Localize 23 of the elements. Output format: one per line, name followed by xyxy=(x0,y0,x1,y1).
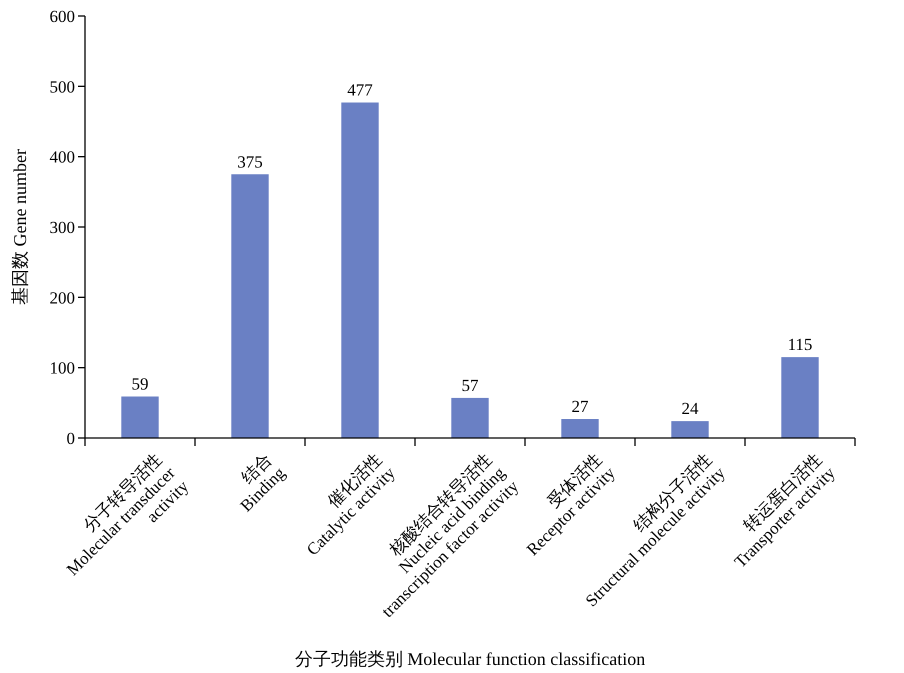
bar xyxy=(231,174,269,438)
data-label: 59 xyxy=(132,374,148,394)
y-tick-label: 100 xyxy=(50,358,75,378)
bar xyxy=(781,357,819,438)
data-label: 115 xyxy=(788,335,812,354)
bar xyxy=(121,396,159,438)
y-tick-label: 400 xyxy=(50,148,75,167)
bar xyxy=(561,419,599,438)
x-axis-title: 分子功能类别 Molecular function classification xyxy=(294,649,646,669)
data-label: 27 xyxy=(572,397,589,416)
bar xyxy=(451,398,489,438)
bar xyxy=(341,102,379,438)
y-tick-label: 0 xyxy=(66,428,75,448)
data-label: 57 xyxy=(462,376,479,395)
y-tick-label: 200 xyxy=(50,288,75,308)
y-tick-label: 600 xyxy=(50,6,75,26)
y-tick-label: 500 xyxy=(50,77,75,96)
y-axis-title: 基因数 Gene number xyxy=(10,149,30,305)
bar xyxy=(671,421,709,438)
data-label: 375 xyxy=(237,152,263,172)
y-tick-label: 300 xyxy=(50,218,75,237)
data-label: 477 xyxy=(347,80,374,100)
data-label: 24 xyxy=(682,399,699,418)
